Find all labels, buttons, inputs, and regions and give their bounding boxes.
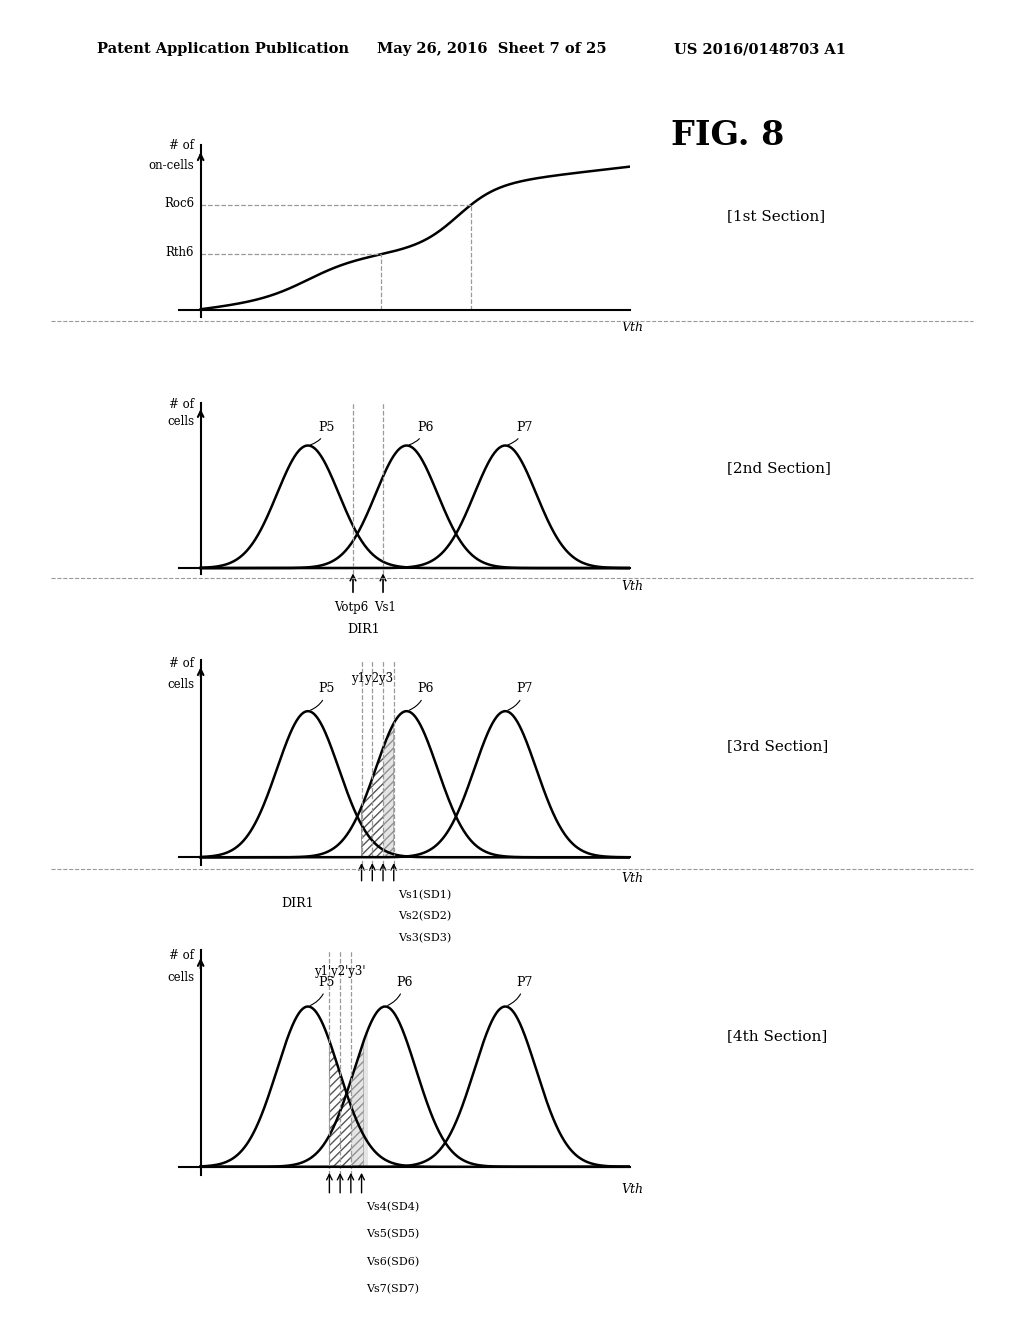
Text: P7: P7 (508, 975, 532, 1006)
Text: Vs5(SD5): Vs5(SD5) (366, 1229, 419, 1239)
Text: Vs4(SD4): Vs4(SD4) (398, 956, 452, 965)
FancyArrow shape (333, 904, 357, 928)
Text: Vs1(SD1): Vs1(SD1) (398, 890, 452, 900)
Text: [1st Section]: [1st Section] (727, 210, 825, 223)
Text: P5: P5 (310, 421, 335, 445)
Text: P7: P7 (508, 682, 532, 710)
Text: Vs2(SD2): Vs2(SD2) (398, 911, 452, 921)
Text: y1'y2'y3': y1'y2'y3' (314, 965, 366, 978)
Text: [4th Section]: [4th Section] (727, 1030, 827, 1043)
Text: P5: P5 (310, 975, 335, 1006)
Text: cells: cells (167, 677, 195, 690)
Text: on-cells: on-cells (148, 160, 195, 173)
Text: Roc6: Roc6 (164, 197, 195, 210)
Text: P6: P6 (410, 682, 434, 710)
Text: y1y2y3: y1y2y3 (351, 672, 393, 685)
Text: Vs1: Vs1 (374, 601, 396, 614)
Text: # of: # of (169, 657, 195, 671)
Text: Vs4(SD4): Vs4(SD4) (366, 1203, 419, 1212)
Text: Patent Application Publication: Patent Application Publication (97, 42, 349, 57)
Text: Votp6: Votp6 (334, 601, 368, 614)
Text: # of: # of (169, 140, 195, 152)
Text: Vth: Vth (622, 581, 643, 593)
Text: P5: P5 (310, 682, 335, 710)
Text: [3rd Section]: [3rd Section] (727, 739, 828, 752)
Text: # of: # of (169, 949, 195, 961)
Text: DIR1: DIR1 (347, 623, 380, 636)
Text: Vs6(SD6): Vs6(SD6) (366, 1257, 419, 1267)
Text: cells: cells (167, 416, 195, 429)
Text: cells: cells (167, 972, 195, 985)
Text: FIG. 8: FIG. 8 (671, 119, 784, 152)
Text: US 2016/0148703 A1: US 2016/0148703 A1 (674, 42, 846, 57)
Text: [2nd Section]: [2nd Section] (727, 462, 830, 475)
Text: May 26, 2016  Sheet 7 of 25: May 26, 2016 Sheet 7 of 25 (377, 42, 606, 57)
Text: # of: # of (169, 399, 195, 412)
Text: P6: P6 (388, 975, 413, 1006)
Text: Rth6: Rth6 (166, 247, 195, 259)
Text: P6: P6 (410, 421, 434, 445)
Text: Vs3(SD3): Vs3(SD3) (398, 933, 452, 944)
Text: DIR1: DIR1 (282, 896, 314, 909)
Text: Vs7(SD7): Vs7(SD7) (366, 1284, 419, 1294)
Text: Vth: Vth (622, 321, 643, 334)
Text: P7: P7 (508, 421, 532, 445)
Text: Vth: Vth (622, 1183, 643, 1196)
Text: Vth: Vth (622, 873, 643, 884)
FancyArrow shape (352, 578, 381, 599)
